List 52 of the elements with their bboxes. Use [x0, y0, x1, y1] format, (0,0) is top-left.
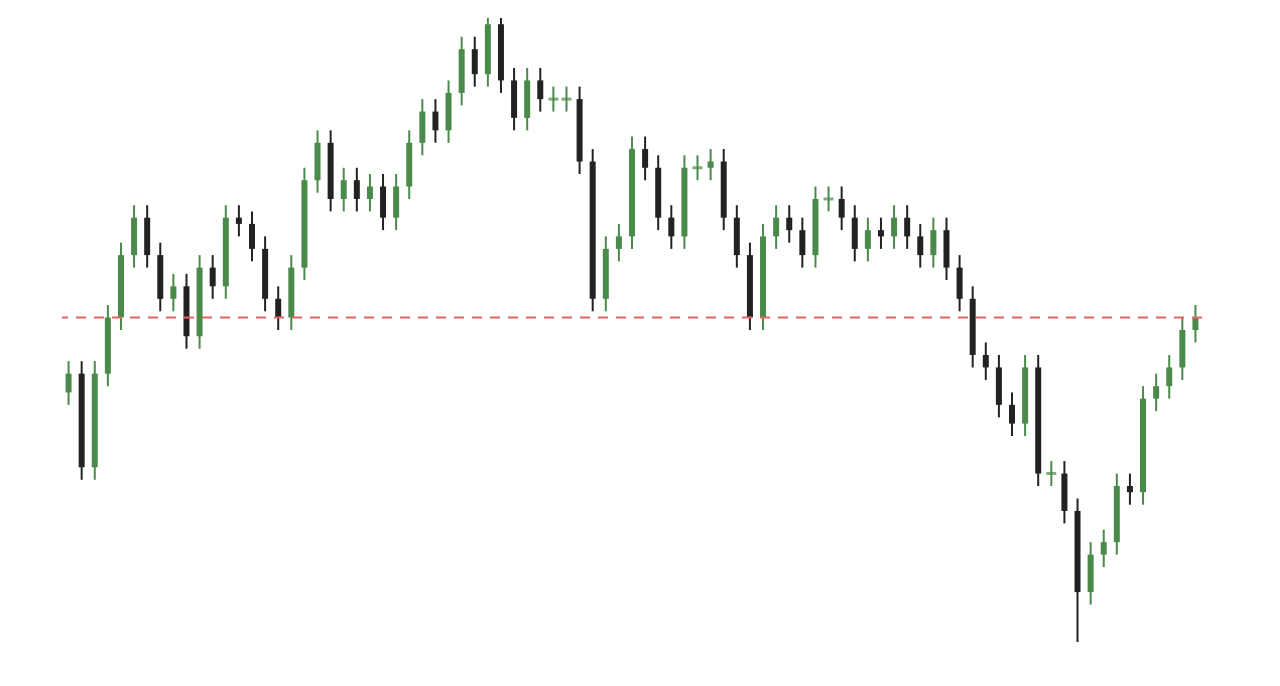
candlestick — [891, 204, 898, 250]
candlestick — [786, 204, 793, 244]
candlestick — [406, 129, 413, 200]
candlestick — [642, 135, 649, 182]
candlestick — [380, 173, 387, 232]
candlestick — [131, 204, 138, 269]
candlestick — [1179, 316, 1186, 381]
candlestick — [668, 204, 675, 250]
candlestick — [157, 241, 164, 313]
candlestick — [1126, 472, 1133, 506]
candlestick — [943, 216, 950, 282]
candlestick — [982, 341, 989, 381]
candlestick — [445, 79, 452, 144]
candlestick — [733, 204, 740, 269]
candlestick — [1100, 528, 1107, 569]
candlestick — [419, 98, 426, 157]
candlestick — [393, 173, 400, 232]
candlestick — [170, 272, 177, 313]
candlestick — [851, 204, 858, 263]
candlestick — [511, 66, 518, 132]
candlestick — [1061, 460, 1068, 525]
candlestick — [209, 254, 216, 300]
candlestick — [432, 98, 439, 144]
candlestick — [904, 204, 911, 250]
candlestick — [1009, 391, 1015, 438]
candlestick — [458, 35, 465, 107]
candlestick — [799, 216, 806, 269]
candlestick — [773, 204, 780, 250]
candlestick — [65, 360, 72, 406]
candlestick — [930, 216, 937, 269]
candlestick — [707, 148, 714, 182]
candlestick — [864, 216, 871, 263]
candlestick — [995, 353, 1002, 419]
candlestick — [471, 35, 478, 88]
candlestick — [524, 66, 531, 132]
candlestick — [340, 166, 347, 213]
candlestick — [917, 222, 924, 269]
candlestick — [615, 222, 622, 263]
candlestick — [314, 129, 321, 194]
candlestick — [353, 166, 360, 213]
candlestick — [275, 285, 282, 331]
candlestick — [838, 185, 845, 232]
candlestick — [366, 173, 373, 213]
candlestick — [1166, 353, 1173, 400]
candlestick — [235, 204, 242, 238]
candlestick — [1087, 541, 1094, 606]
candlestick — [1153, 372, 1160, 413]
candlestick — [537, 66, 544, 113]
candlestick — [877, 216, 884, 250]
candlestick — [956, 254, 963, 313]
candlestick — [249, 210, 255, 263]
candlestick — [144, 204, 151, 269]
